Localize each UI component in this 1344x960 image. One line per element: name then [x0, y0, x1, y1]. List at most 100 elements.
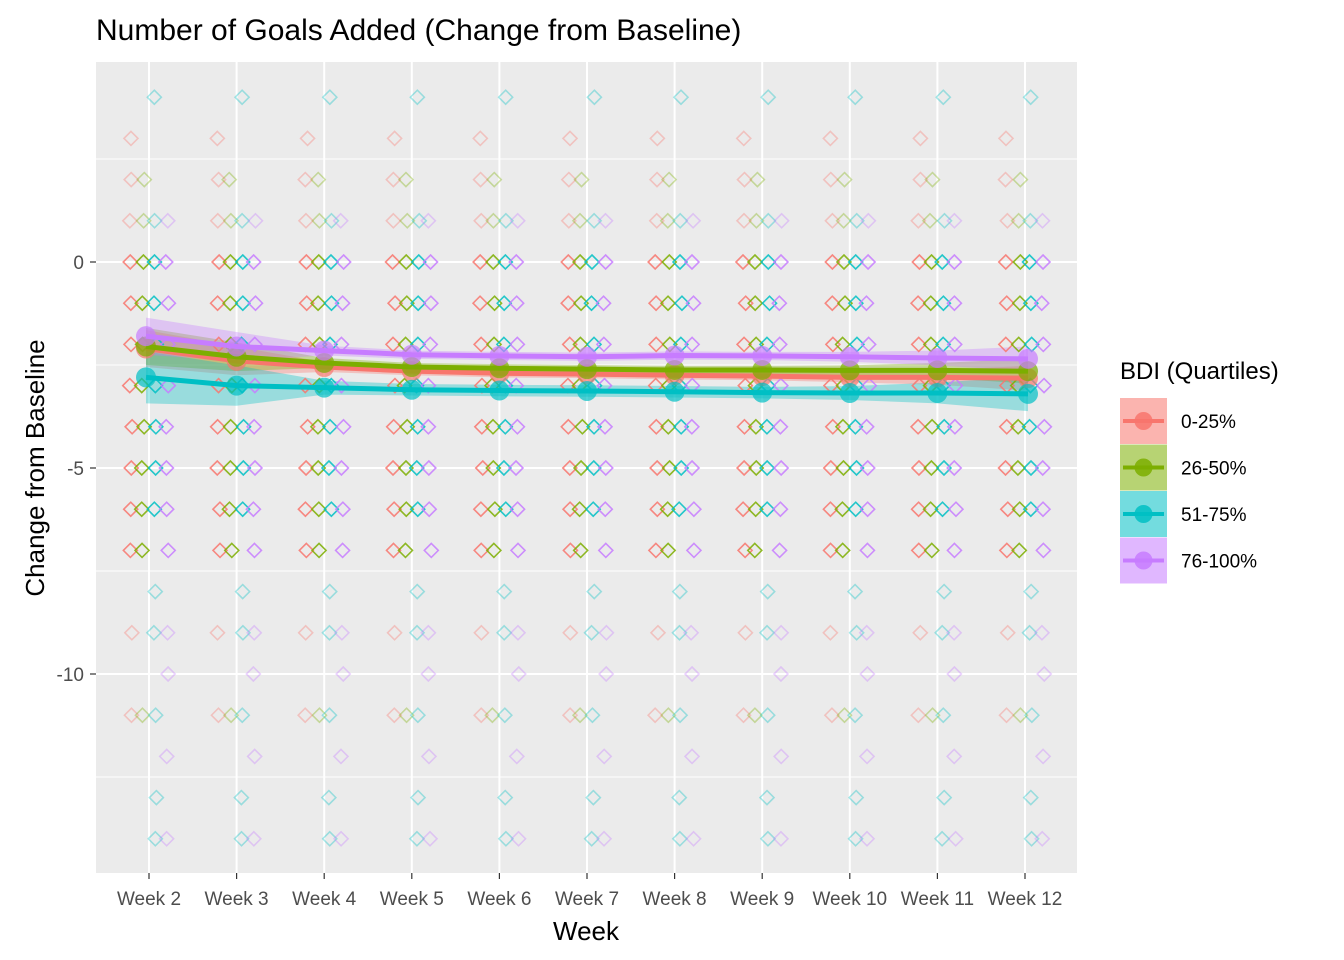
data-point — [933, 830, 951, 847]
data-point — [409, 707, 426, 724]
data-point — [746, 542, 763, 559]
data-point — [297, 707, 314, 724]
data-point — [758, 624, 776, 641]
data-point — [245, 501, 262, 518]
data-point — [859, 459, 876, 477]
data-point — [848, 624, 865, 641]
data-point — [585, 212, 603, 229]
data-point — [822, 501, 839, 518]
data-point — [1010, 336, 1027, 353]
data-point — [735, 707, 752, 724]
data-point — [1021, 253, 1038, 271]
data-point — [298, 295, 315, 312]
data-point — [386, 130, 403, 147]
data-point — [310, 542, 328, 559]
data-point — [245, 253, 262, 271]
data-point — [409, 89, 426, 106]
data-point — [910, 336, 927, 353]
data-point — [509, 418, 526, 435]
data-point — [574, 418, 591, 435]
data-point — [422, 253, 439, 271]
data-point — [160, 295, 177, 312]
data-point — [936, 212, 953, 229]
data-point — [408, 459, 425, 477]
mean-marker — [664, 381, 685, 402]
data-point — [158, 501, 175, 518]
data-point — [486, 501, 504, 518]
data-point — [685, 830, 702, 847]
data-point — [398, 295, 415, 312]
data-point — [1034, 748, 1052, 765]
data-point — [822, 130, 839, 147]
mean-marker — [664, 345, 685, 366]
data-point — [223, 542, 240, 559]
data-point — [997, 130, 1015, 147]
data-point — [585, 501, 602, 518]
data-point — [910, 212, 927, 229]
data-point — [672, 212, 689, 229]
data-point — [734, 501, 752, 518]
data-point — [146, 253, 163, 271]
data-point — [297, 171, 314, 188]
data-point — [660, 171, 678, 188]
data-point — [561, 130, 579, 147]
data-point — [247, 295, 264, 312]
data-point — [410, 295, 427, 312]
data-point — [1034, 459, 1051, 477]
data-point — [824, 295, 841, 312]
data-point — [596, 748, 613, 765]
data-point — [1036, 418, 1053, 435]
data-point — [246, 336, 263, 353]
data-point — [472, 253, 489, 271]
data-point — [846, 707, 864, 724]
data-point — [1035, 542, 1052, 559]
data-point — [561, 459, 578, 477]
data-point — [772, 830, 790, 847]
data-point — [846, 583, 864, 600]
data-point — [471, 295, 489, 312]
data-point — [735, 212, 753, 229]
data-point — [823, 707, 841, 724]
data-point — [946, 253, 963, 271]
legend-title: BDI (Quartiles) — [1120, 358, 1279, 385]
data-point — [209, 459, 226, 477]
data-point — [848, 459, 865, 477]
data-point — [671, 253, 689, 271]
data-point — [946, 212, 963, 229]
data-point — [910, 707, 927, 724]
data-point — [1034, 830, 1051, 847]
data-point — [735, 459, 753, 477]
data-point — [323, 212, 340, 229]
mean-marker — [314, 340, 335, 361]
data-point — [246, 748, 263, 765]
data-point — [385, 212, 402, 229]
x-tick-label: Week 2 — [117, 889, 181, 910]
data-point — [323, 501, 340, 518]
data-point — [311, 707, 328, 724]
data-point — [408, 624, 426, 641]
data-point — [572, 542, 589, 559]
data-point — [835, 459, 852, 477]
data-point — [122, 130, 140, 147]
data-point — [834, 501, 851, 518]
data-point — [822, 459, 839, 477]
data-point — [934, 624, 951, 641]
data-point — [572, 459, 590, 477]
mean-marker — [927, 383, 948, 404]
data-point — [147, 459, 164, 477]
data-point — [299, 130, 316, 147]
data-point — [772, 624, 790, 641]
data-point — [309, 295, 327, 312]
data-point — [673, 295, 691, 312]
data-point — [222, 295, 239, 312]
mean-marker — [1018, 348, 1038, 369]
data-point — [297, 624, 314, 641]
data-point — [834, 418, 852, 435]
legend-key-marker — [1134, 458, 1153, 477]
data-point — [234, 295, 251, 312]
data-point — [297, 377, 314, 394]
data-point — [910, 501, 927, 518]
data-point — [397, 542, 414, 559]
data-point — [159, 624, 176, 641]
